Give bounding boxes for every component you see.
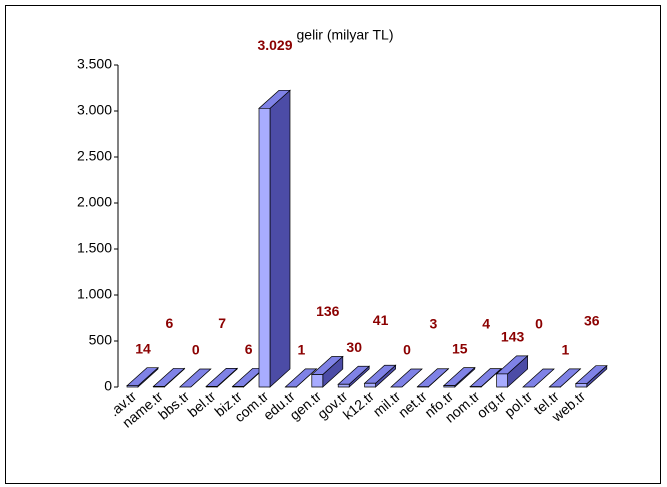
value-label: 7 (218, 315, 226, 331)
bar (574, 364, 608, 388)
value-label: 0 (192, 342, 200, 358)
bar-face (443, 385, 456, 388)
bar (442, 366, 476, 388)
bar (469, 367, 503, 388)
value-label: 41 (373, 312, 389, 328)
bar-face (178, 368, 212, 388)
bar (548, 368, 582, 388)
value-label: 15 (452, 340, 468, 356)
y-tick-label: 500 (89, 332, 113, 348)
y-tick-label: 2.000 (77, 194, 112, 210)
value-label: 1 (562, 342, 570, 358)
bar-face (269, 89, 291, 388)
chart-title: gelir (milyar TL) (297, 27, 394, 43)
bar-face (153, 386, 165, 388)
bar (310, 355, 344, 388)
value-label: 0 (535, 316, 543, 332)
bar-face (496, 373, 508, 388)
value-label: 143 (501, 329, 525, 345)
value-label: 3.029 (257, 37, 292, 53)
y-tick-label: 3.500 (77, 56, 112, 72)
bar-face (337, 383, 350, 388)
y-tick-label: 0 (104, 378, 112, 394)
bar (495, 355, 529, 388)
y-tick-label: 2.500 (77, 148, 112, 164)
bar-face (390, 368, 423, 388)
value-label: 4 (482, 315, 490, 331)
value-label: 30 (346, 339, 362, 355)
value-label: 0 (403, 342, 411, 358)
value-label: 6 (166, 315, 174, 331)
bar (178, 368, 212, 388)
bar (390, 368, 423, 388)
bar (152, 367, 186, 388)
bar-face (126, 385, 139, 388)
bar (284, 368, 318, 388)
bar (416, 367, 450, 388)
bar-face (232, 386, 244, 388)
value-label: 136 (316, 303, 340, 319)
value-label: 1 (298, 342, 306, 358)
bar-face (258, 107, 271, 388)
bar (126, 366, 159, 388)
value-label: 3 (430, 315, 438, 331)
value-label: 14 (135, 340, 151, 356)
bar (205, 367, 239, 388)
bar-face (311, 374, 324, 388)
value-label: 36 (584, 312, 600, 328)
y-tick-label: 1.000 (77, 286, 112, 302)
bar (258, 89, 291, 388)
chart-border (5, 5, 661, 484)
bar (363, 364, 397, 388)
y-tick-label: 1.500 (77, 240, 112, 256)
bar (337, 365, 371, 388)
y-tick-label: 3.000 (77, 102, 112, 118)
bar-face (205, 386, 218, 388)
bar-face (364, 382, 376, 388)
bar-face (522, 368, 555, 388)
bar-face (575, 383, 588, 388)
bar (522, 368, 555, 388)
value-label: 6 (245, 341, 253, 357)
